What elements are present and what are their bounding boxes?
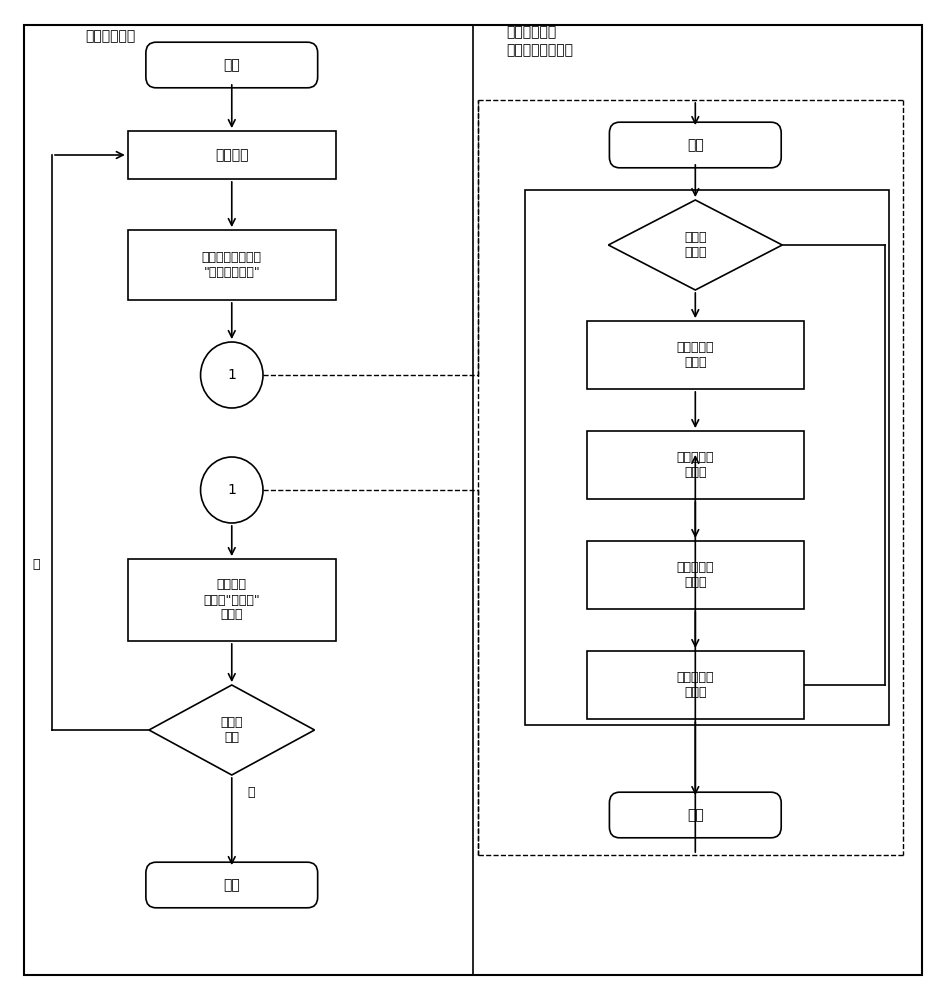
Text: 开始: 开始 (223, 58, 240, 72)
Text: 选取绿色盒
的元件: 选取绿色盒 的元件 (676, 671, 714, 699)
Text: 定义安
装步骤: 定义安 装步骤 (684, 231, 707, 259)
FancyBboxPatch shape (609, 122, 781, 168)
Text: 串装辅助工具: 串装辅助工具 (506, 25, 556, 39)
Circle shape (201, 342, 263, 408)
FancyBboxPatch shape (146, 42, 318, 88)
Text: 自动生成
装配的"序卡片"
及信息: 自动生成 装配的"序卡片" 及信息 (203, 578, 260, 621)
Text: 结束: 结束 (687, 808, 704, 822)
FancyBboxPatch shape (24, 25, 922, 975)
Text: 编制工序: 编制工序 (215, 148, 249, 162)
FancyBboxPatch shape (587, 321, 804, 389)
FancyBboxPatch shape (587, 431, 804, 499)
Polygon shape (149, 685, 314, 775)
FancyBboxPatch shape (128, 559, 336, 641)
FancyBboxPatch shape (609, 792, 781, 838)
Text: 工艺编制系统: 工艺编制系统 (85, 29, 135, 43)
FancyBboxPatch shape (587, 541, 804, 609)
FancyBboxPatch shape (128, 131, 336, 179)
Text: 结束: 结束 (223, 878, 240, 892)
Text: 开始: 开始 (687, 138, 704, 152)
Text: 1: 1 (227, 368, 236, 382)
FancyBboxPatch shape (525, 190, 889, 725)
Text: 选取蓝色盒
的元件: 选取蓝色盒 的元件 (676, 561, 714, 589)
Text: 选取黄色盒
的元件: 选取黄色盒 的元件 (676, 451, 714, 479)
Text: 选取红色盒
的元件: 选取红色盒 的元件 (676, 341, 714, 369)
Text: 1: 1 (227, 483, 236, 497)
Text: 定义装配步骤开始
"串装辅助工具": 定义装配步骤开始 "串装辅助工具" (201, 251, 262, 279)
Text: 下一个
工序: 下一个 工序 (220, 716, 243, 744)
FancyBboxPatch shape (587, 651, 804, 719)
Text: 是: 是 (32, 558, 40, 572)
Text: （定义装配顺序）: （定义装配顺序） (506, 43, 573, 57)
Circle shape (201, 457, 263, 523)
Polygon shape (608, 200, 782, 290)
FancyBboxPatch shape (146, 862, 318, 908)
FancyBboxPatch shape (128, 230, 336, 300)
Text: 否: 否 (247, 786, 254, 799)
